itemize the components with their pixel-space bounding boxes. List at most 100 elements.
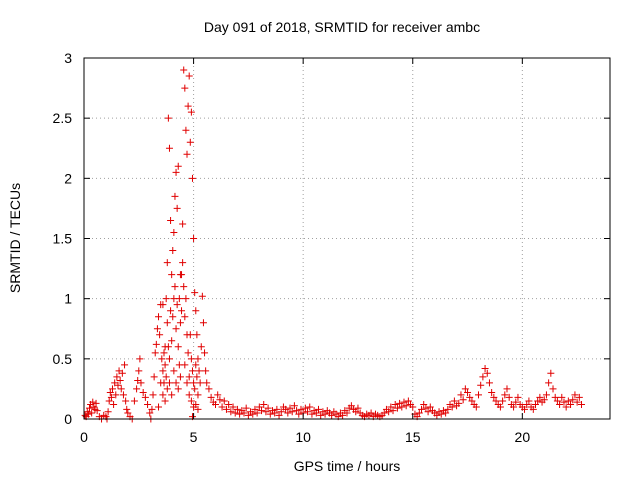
data-point [184,102,192,110]
data-point [488,389,496,397]
data-point [187,355,195,363]
y-tick-label: 1.5 [53,231,73,247]
data-point [116,376,124,384]
data-point [218,403,226,411]
data-point [198,292,206,300]
data-point [542,391,550,399]
data-point [173,301,181,309]
data-point [560,398,568,406]
data-point [387,403,395,411]
data-point [317,411,325,419]
y-tick-label: 0 [64,411,72,427]
data-point [391,401,399,409]
data-point [275,411,283,419]
data-point [216,396,224,404]
data-point [264,404,272,412]
data-point [197,343,205,351]
data-point [525,397,533,405]
data-point [389,407,397,415]
data-point [514,393,522,401]
data-point [531,401,539,409]
data-point [193,373,201,381]
y-tick-label: 1 [64,291,72,307]
data-point [180,66,188,74]
data-point [176,373,184,381]
data-point [512,398,520,406]
data-point [171,283,179,291]
data-point [152,340,160,348]
data-point [192,307,200,315]
data-point [540,396,548,404]
data-point [117,385,125,393]
data-point [122,397,130,405]
data-point [179,220,187,228]
data-point [162,295,170,303]
data-point [155,313,163,321]
data-point [176,271,184,279]
data-point [444,405,452,413]
data-point [380,409,388,417]
data-point [168,271,176,279]
data-point [153,325,161,333]
data-point [137,379,145,387]
data-point [398,403,406,411]
x-tick-labels: 0 5 10 15 20 [80,429,530,445]
data-point [185,373,193,381]
data-point [222,405,230,413]
data-point [203,379,211,387]
data-point [168,391,176,399]
data-point [118,369,126,377]
data-point [503,385,511,393]
data-point [573,398,581,406]
data-point [183,379,191,387]
data-point [159,391,167,399]
data-point [510,403,518,411]
data-point [169,247,177,255]
data-point [84,410,92,418]
data-point [163,319,171,327]
x-tick-label: 10 [295,429,311,445]
data-point [461,385,469,393]
data-point [183,150,191,158]
data-point [155,403,163,411]
data-point [93,407,101,415]
data-point [194,405,202,413]
data-point [170,295,178,303]
data-point [562,403,570,411]
data-point [163,259,171,267]
data-point [162,373,170,381]
data-point [499,397,507,405]
data-point [352,408,360,416]
data-point [174,162,182,170]
data-point [114,381,122,389]
data-point [181,313,189,321]
data-point [92,399,100,407]
data-point [464,389,472,397]
data-point [483,369,491,377]
data-point [136,355,144,363]
data-point [130,397,138,405]
y-tick-label: 2 [64,170,72,186]
data-point [194,355,202,363]
data-point [150,373,158,381]
data-point [107,393,115,401]
data-point [186,331,194,339]
data-point [315,405,323,413]
data-point [81,411,89,419]
data-point [418,405,426,413]
data-point [170,367,178,375]
data-point [174,343,182,351]
data-point [108,385,116,393]
data-point [164,114,172,122]
data-point [233,405,241,413]
data-point [139,389,147,397]
data-point [481,364,489,372]
y-tick-labels: 0 0.5 1 1.5 2 2.5 3 [53,50,73,427]
data-point [367,409,375,417]
data-point [571,391,579,399]
data-point [396,399,404,407]
data-point [468,397,476,405]
data-point [437,410,445,418]
data-point [192,401,200,409]
